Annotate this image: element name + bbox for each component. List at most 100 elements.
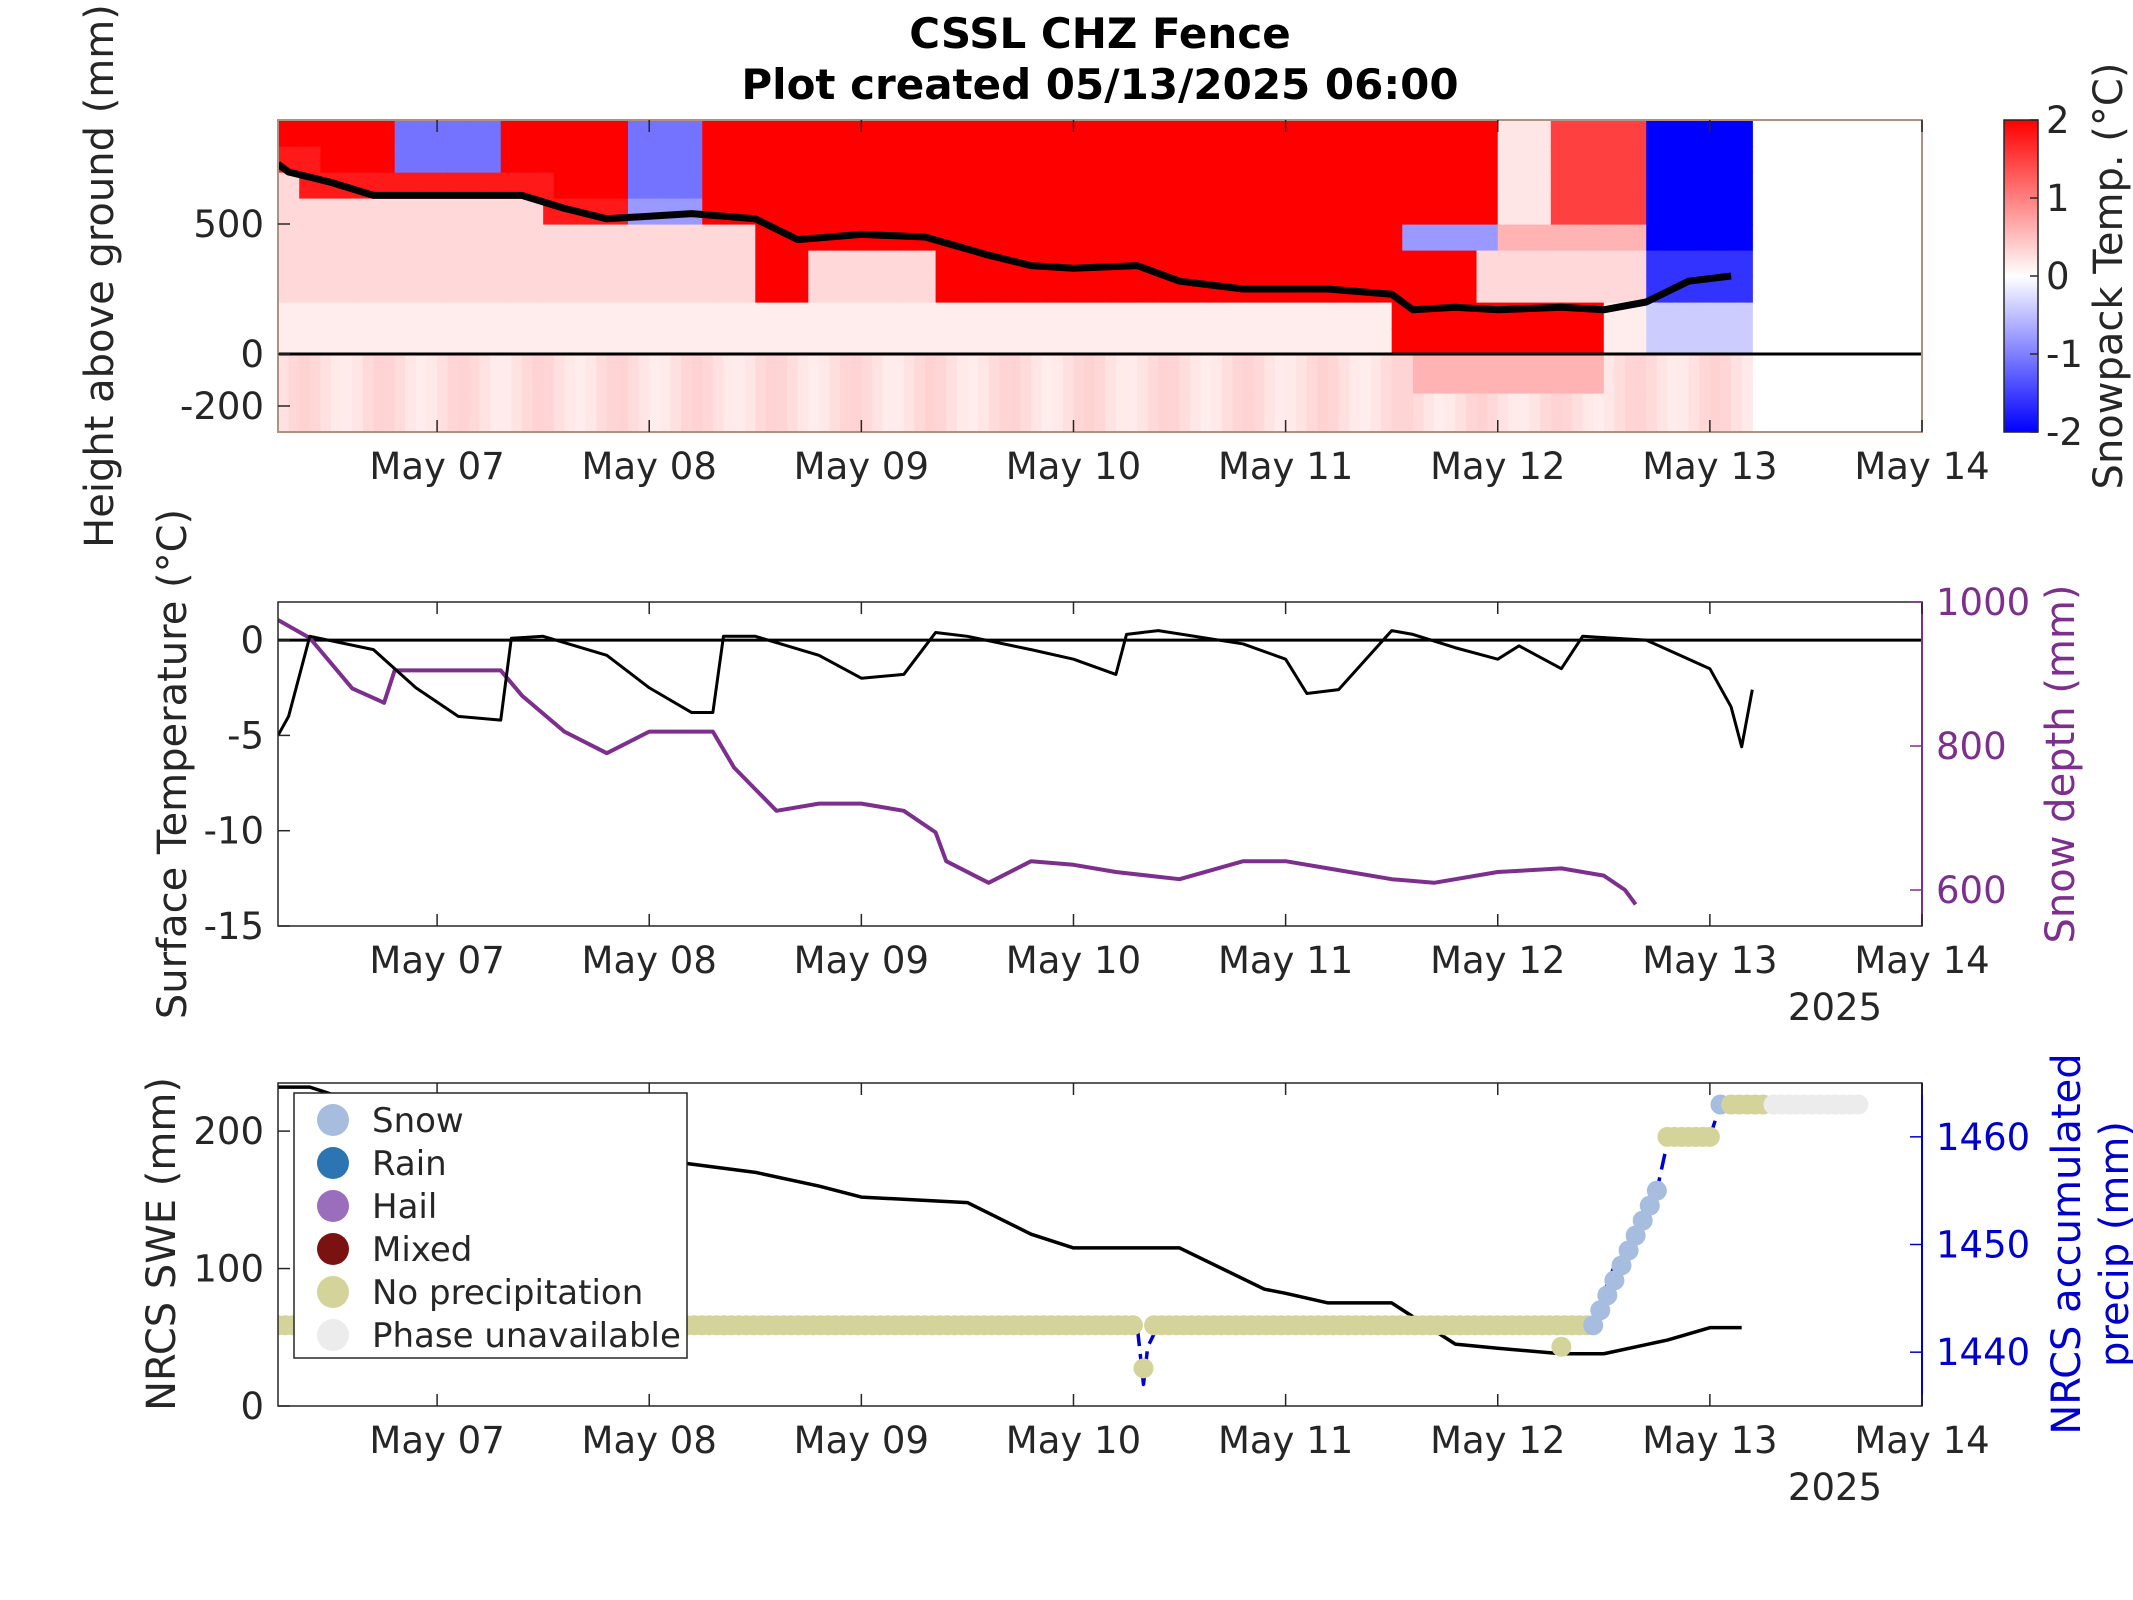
heatmap-cell: [1603, 276, 1616, 303]
heatmap-cell: [458, 328, 470, 355]
heatmap-cell: [1593, 224, 1605, 251]
heatmap-cell: [373, 146, 385, 173]
heatmap-cell: [278, 224, 290, 251]
heatmap-cell: [574, 328, 587, 355]
phase-marker: [1122, 1315, 1143, 1336]
heatmap-cell: [1094, 120, 1106, 147]
heatmap-cell: [999, 250, 1011, 277]
heatmap-cell: [1349, 172, 1361, 199]
heatmap-cell: [585, 328, 597, 355]
heatmap-cell: [999, 393, 1011, 432]
heatmap-ytick-label: 0: [240, 333, 264, 376]
heatmap-cell: [1656, 302, 1669, 329]
heatmap-cell: [1699, 198, 1711, 225]
heatmap-cell: [1200, 146, 1212, 173]
heatmap-cell: [1296, 120, 1308, 147]
heatmap-cell: [1190, 276, 1202, 303]
heatmap-cell: [1020, 146, 1032, 173]
heatmap-cell: [1084, 302, 1096, 329]
heatmap-cell: [776, 224, 788, 251]
heatmap-cell: [1328, 354, 1340, 394]
heatmap-cell: [553, 328, 565, 355]
swe-xtick-label: May 13: [1642, 1419, 1777, 1462]
heatmap-cell: [1614, 120, 1626, 147]
heatmap-cell: [1041, 354, 1053, 394]
heatmap-cell: [479, 393, 491, 432]
heatmap-cell: [1041, 224, 1053, 251]
heatmap-cell: [1338, 224, 1350, 251]
heatmap-cell: [500, 224, 512, 251]
heatmap-cell: [521, 354, 534, 394]
heatmap-cell: [1550, 328, 1562, 355]
heatmap-cell: [1264, 354, 1276, 394]
heatmap-cell: [1678, 146, 1690, 173]
heatmap-cell: [1402, 120, 1414, 147]
heatmap-cell: [1328, 250, 1340, 277]
heatmap-cell: [1688, 198, 1700, 225]
heatmap-cell: [924, 146, 937, 173]
heatmap-cell: [1147, 224, 1159, 251]
heatmap-cell: [1253, 224, 1265, 251]
heatmap-cell: [1062, 146, 1075, 173]
heatmap-cell: [1094, 354, 1106, 394]
heatmap-cell: [299, 198, 311, 225]
heatmap-cell: [1741, 120, 1753, 147]
heatmap-cell: [617, 250, 629, 277]
heatmap-cell: [1359, 198, 1372, 225]
colorbar-ticks: 210-1-2: [2030, 99, 2083, 454]
heatmap-cell: [797, 328, 809, 355]
heatmap-cell: [447, 120, 459, 147]
heatmap-cell: [309, 224, 322, 251]
heatmap-cell: [1476, 328, 1488, 355]
heatmap-cell: [1391, 146, 1403, 173]
heatmap-cell: [1444, 354, 1456, 394]
heatmap-cell: [574, 224, 587, 251]
heatmap-cell: [309, 328, 322, 355]
heatmap-cell: [1434, 302, 1446, 329]
heatmap-cell: [967, 120, 979, 147]
heatmap-cell: [1168, 198, 1181, 225]
heatmap-cell: [1561, 302, 1573, 329]
heatmap-xtick-label: May 11: [1218, 445, 1353, 488]
heatmap-cell: [776, 276, 788, 303]
heatmap-cell: [808, 276, 820, 303]
heatmap-cell: [829, 146, 841, 173]
heatmap-cell: [935, 198, 947, 225]
heatmap-cell: [1571, 224, 1584, 251]
heatmap-cell: [1009, 146, 1022, 173]
heatmap-cell: [903, 393, 915, 432]
heatmap-cell: [1221, 328, 1234, 355]
heatmap-xtick-label: May 07: [369, 445, 504, 488]
heatmap-cell: [1232, 146, 1244, 173]
heatmap-cell: [850, 250, 862, 277]
heatmap-cell: [1328, 172, 1340, 199]
heatmap-cell: [458, 302, 470, 329]
heatmap-cell: [1625, 172, 1637, 199]
heatmap-cell: [1094, 172, 1106, 199]
heatmap-cell: [490, 393, 502, 432]
heatmap-cell: [1338, 172, 1350, 199]
heatmap-cell: [691, 120, 703, 147]
heatmap-cell: [702, 146, 714, 173]
heatmap-cell: [1031, 120, 1043, 147]
heatmap-cell: [1678, 302, 1690, 329]
heatmap-cell: [1497, 276, 1509, 303]
heatmap-cell: [1465, 250, 1478, 277]
heatmap-cell: [1561, 172, 1573, 199]
heatmap-cell: [1221, 354, 1234, 394]
heatmap-cell: [1168, 393, 1181, 432]
heatmap-cell: [649, 172, 661, 199]
heatmap-cell: [1646, 354, 1658, 394]
heatmap-cell: [1126, 354, 1138, 394]
heatmap-cell: [1370, 328, 1382, 355]
heatmap-cell: [734, 120, 746, 147]
heatmap-cell: [415, 146, 428, 173]
heatmap-cell: [1052, 302, 1064, 329]
heatmap-cell: [437, 250, 449, 277]
heatmap-cell: [1073, 120, 1085, 147]
heatmap-cell: [649, 328, 661, 355]
swe-xtick-label: May 12: [1430, 1419, 1565, 1462]
heatmap-cell: [1200, 198, 1212, 225]
heatmap-cell: [1497, 354, 1509, 394]
heatmap-cell: [479, 224, 491, 251]
